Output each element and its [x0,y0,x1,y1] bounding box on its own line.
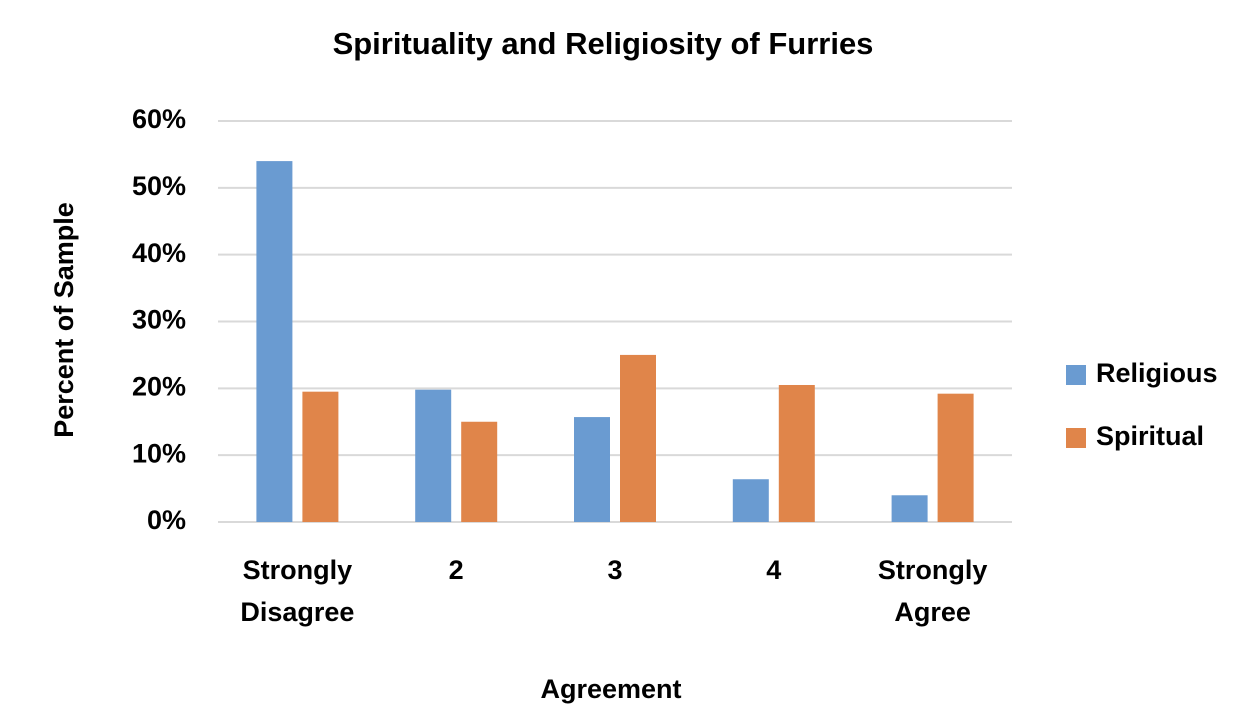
x-tick-label: 4 [766,555,782,585]
legend-label: Spiritual [1096,421,1204,451]
bar [461,421,498,522]
chart-title: Spirituality and Religiosity of Furries [333,26,874,61]
y-tick-label: 50% [132,171,186,201]
bar [778,384,815,522]
legend-label: Religious [1096,358,1218,388]
bar [415,389,452,522]
x-axis-title: Agreement [540,674,681,704]
bar [937,393,974,522]
y-tick-label: 60% [132,104,186,134]
y-axis-title: Percent of Sample [49,202,79,438]
legend-swatch [1066,365,1086,385]
bar [574,417,610,522]
x-tick-label: Strongly Agree [877,555,988,627]
x-tick-label: Strongly Disagree [240,555,355,627]
y-tick-label: 0% [147,505,186,535]
bar [620,354,656,522]
y-tick-label: 40% [132,238,186,268]
x-tick-label: 2 [448,555,464,585]
y-tick-label: 20% [132,371,186,401]
y-tick-label: 30% [132,305,186,335]
x-tick-label: 3 [607,555,623,585]
y-tick-label: 10% [132,438,186,468]
bar [891,495,928,522]
bar [302,391,339,522]
bar [256,161,293,522]
bar [732,479,769,522]
legend-swatch [1066,428,1086,448]
